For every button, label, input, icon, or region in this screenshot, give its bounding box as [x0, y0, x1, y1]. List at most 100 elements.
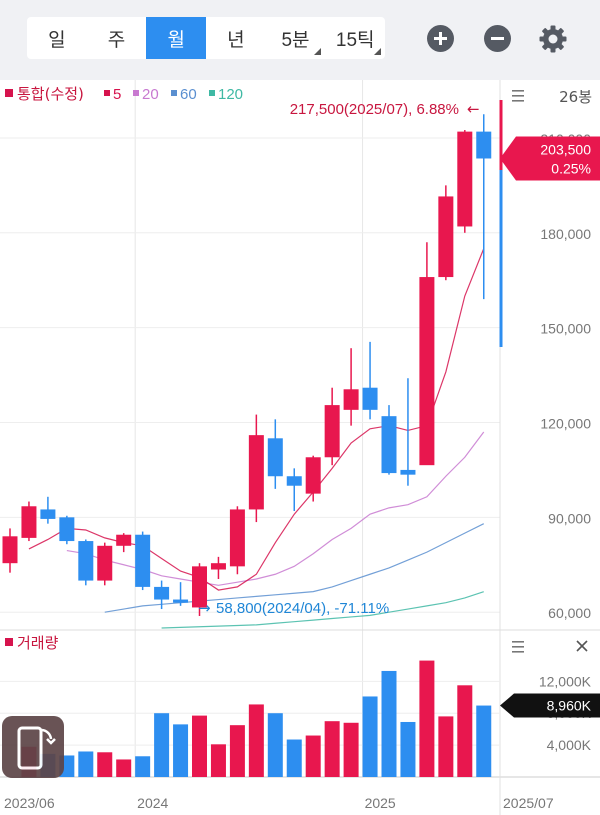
volume-bar — [343, 722, 359, 777]
volume-bar — [210, 744, 226, 777]
candle-body — [324, 405, 340, 458]
candle-body — [40, 509, 56, 519]
volume-bar — [381, 670, 397, 777]
right-arrow-icon: → — [198, 599, 211, 617]
volume-tick-label: 4,000K — [547, 737, 592, 753]
high-annotation: 217,500(2025/07), 6.88% — [290, 101, 459, 118]
menu-icon-bar — [512, 651, 524, 653]
volume-bar — [229, 725, 245, 777]
current-volume-tag — [500, 693, 600, 718]
legend-ma-label: 20 — [142, 86, 159, 103]
candle-body — [192, 566, 207, 608]
legend-swatch — [5, 638, 13, 646]
volume-bar — [248, 704, 264, 777]
candle-body — [438, 196, 454, 278]
volume-bar — [154, 713, 170, 777]
price-tick-label: 90,000 — [548, 510, 591, 526]
period-selector: 일 주 월 년 5분 15틱 — [27, 17, 385, 59]
legend-swatch — [209, 90, 215, 96]
candle-body — [419, 277, 435, 466]
plus-icon — [434, 32, 447, 45]
volume-bar — [286, 739, 302, 777]
current-price-tag — [500, 136, 600, 181]
gear-icon[interactable] — [538, 24, 568, 54]
rotate-screen-button[interactable] — [2, 716, 64, 778]
current-price-value: 203,500 — [540, 141, 591, 157]
legend-swatch — [171, 90, 177, 96]
candle-body — [343, 389, 359, 410]
volume-bar — [362, 696, 378, 777]
volume-bar — [438, 716, 454, 777]
period-button[interactable]: 15틱 — [325, 17, 385, 59]
period-button[interactable]: 주 — [107, 29, 126, 51]
menu-icon-bar — [512, 646, 524, 648]
menu-icon[interactable] — [512, 90, 524, 102]
candle-body — [21, 506, 37, 538]
menu-icon-bar — [512, 95, 524, 97]
stock-chart[interactable]: 60,00090,000120,000150,000180,000210,000… — [0, 80, 600, 815]
current-volume-value: 8,960K — [547, 698, 592, 714]
x-tick-label: 2025/07 — [503, 795, 554, 811]
dropdown-corner-icon — [314, 48, 322, 55]
candle-body — [400, 469, 416, 475]
close-icon-stroke — [576, 640, 588, 652]
zoom-out-button[interactable] — [484, 25, 511, 52]
x-tick-label: 2025 — [365, 795, 396, 811]
x-tick-label: 2024 — [137, 795, 168, 811]
candle-body — [2, 536, 18, 564]
current-price-change: 0.25% — [551, 160, 591, 176]
left-arrow-icon: ← — [467, 100, 480, 118]
candle-body — [78, 541, 94, 581]
legend-main-label: 통합(수정) — [17, 85, 84, 103]
volume-bar — [457, 685, 473, 777]
price-tick-label: 60,000 — [548, 605, 591, 621]
minus-icon — [491, 37, 504, 40]
candle-body — [135, 534, 151, 587]
candle-body — [173, 599, 189, 603]
price-tick-label: 120,000 — [540, 415, 591, 431]
candle-body — [248, 435, 264, 510]
price-tick-label: 150,000 — [540, 321, 591, 337]
legend-swatch — [104, 90, 110, 96]
period-button[interactable]: 월 — [146, 17, 207, 59]
volume-bar — [78, 751, 94, 777]
candle-body — [59, 517, 75, 542]
candle-body — [267, 438, 283, 477]
volume-bar — [419, 660, 435, 777]
period-button[interactable]: 5분 — [266, 17, 326, 59]
volume-bar — [173, 724, 189, 777]
close-icon[interactable] — [576, 640, 588, 652]
candle-body — [305, 457, 321, 494]
candle-body — [286, 476, 302, 486]
legend-ma-label: 120 — [218, 86, 243, 103]
volume-menu-icon[interactable] — [512, 641, 524, 653]
period-button[interactable]: 일 — [48, 29, 66, 51]
volume-bar — [97, 752, 113, 777]
legend-ma-label: 60 — [180, 86, 197, 103]
low-annotation: 58,800(2024/04), -71.11% — [216, 600, 389, 617]
candle-count-label: 26봉 — [559, 88, 592, 106]
toolbar: 일 주 월 년 5분 15틱 — [0, 0, 600, 80]
dropdown-corner-icon — [374, 48, 382, 55]
x-tick-label: 2023/06 — [4, 795, 55, 811]
candle-body — [116, 534, 132, 546]
volume-bar — [324, 721, 340, 777]
volume-bar — [135, 756, 151, 777]
volume-bar — [192, 715, 207, 777]
legend-swatch — [5, 89, 13, 97]
zoom-in-button[interactable] — [427, 25, 454, 52]
menu-icon-bar — [512, 90, 524, 92]
candle-body — [476, 131, 492, 159]
ma120-line — [161, 591, 484, 629]
legend-ma-label: 5 — [113, 86, 121, 103]
volume-bar — [305, 735, 321, 777]
period-button[interactable]: 년 — [227, 29, 245, 51]
menu-icon-bar — [512, 100, 524, 102]
legend-swatch — [133, 90, 139, 96]
candle-body — [229, 509, 245, 567]
volume-bar — [400, 721, 416, 777]
candle-body — [97, 545, 113, 581]
price-tick-label: 180,000 — [540, 226, 591, 242]
volume-tick-label: 12,000K — [539, 673, 592, 689]
candle-body — [210, 563, 226, 570]
